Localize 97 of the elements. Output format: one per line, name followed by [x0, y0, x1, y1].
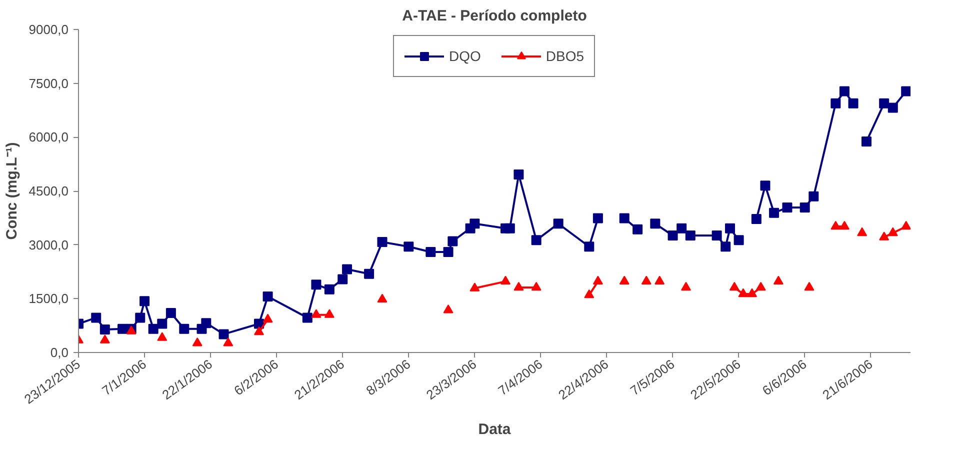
point: [157, 318, 168, 329]
point: [830, 220, 841, 230]
point: [377, 236, 388, 247]
point: [91, 312, 102, 323]
point: [262, 292, 273, 302]
point: [879, 98, 890, 108]
point: [592, 276, 603, 285]
point: [426, 247, 436, 258]
point: [668, 230, 678, 240]
point: [254, 326, 264, 336]
point: [100, 334, 110, 344]
point: [769, 208, 780, 218]
point: [223, 337, 234, 346]
point: [443, 304, 454, 314]
point: [729, 282, 740, 291]
point: [712, 230, 722, 240]
point: [839, 220, 850, 230]
point: [404, 242, 414, 252]
point: [848, 98, 858, 108]
point: [377, 294, 388, 302]
point: [888, 227, 898, 236]
point: [901, 86, 910, 96]
point: [680, 282, 691, 291]
point: [311, 309, 322, 318]
point: [135, 312, 146, 323]
point: [760, 180, 770, 191]
point: [725, 223, 736, 234]
point: [514, 169, 524, 180]
point: [619, 213, 630, 224]
y-tick-label: 1500,0: [28, 291, 69, 306]
point: [192, 337, 202, 346]
point: [685, 230, 696, 240]
point: [734, 235, 744, 246]
point: [324, 309, 334, 318]
chart-title: A-TAE - Período completo: [402, 8, 587, 24]
point: [324, 284, 334, 294]
point: [179, 324, 190, 334]
point: [166, 308, 176, 318]
point: [641, 276, 652, 285]
legend-label: DBO5: [546, 48, 584, 64]
point: [531, 235, 542, 246]
point: [584, 289, 594, 298]
point: [553, 218, 564, 229]
point: [738, 288, 748, 298]
point: [888, 102, 898, 113]
point: [338, 274, 348, 284]
point: [901, 220, 910, 230]
point: [857, 227, 868, 236]
point: [262, 314, 273, 323]
point: [504, 223, 515, 234]
y-tick-label: 4500,0: [28, 184, 69, 198]
point: [632, 224, 643, 234]
point: [443, 247, 454, 258]
point: [500, 276, 511, 285]
point: [650, 218, 660, 229]
point: [100, 324, 110, 335]
point: [879, 232, 890, 240]
point: [830, 98, 841, 108]
point: [720, 242, 731, 252]
y-tick-label: 3000,0: [28, 237, 69, 252]
point: [804, 282, 814, 291]
point: [140, 296, 150, 306]
y-tick-label: 9000,0: [28, 22, 69, 37]
point: [148, 324, 158, 334]
x-axis-title: Data: [478, 420, 512, 438]
point: [302, 312, 312, 323]
y-tick-label: 7500,0: [28, 76, 69, 91]
point: [448, 236, 458, 246]
point: [157, 332, 168, 341]
point: [218, 329, 229, 340]
point: [592, 213, 603, 224]
point: [676, 223, 687, 234]
point: [751, 214, 762, 224]
point: [584, 242, 594, 252]
legend-label: DQO: [448, 48, 481, 64]
point: [342, 264, 352, 274]
point: [654, 276, 665, 285]
point: [531, 282, 542, 291]
point: [311, 280, 322, 290]
point: [619, 276, 630, 285]
point: [782, 202, 792, 213]
point: [201, 318, 212, 328]
point: [861, 136, 872, 146]
point: [756, 282, 766, 291]
point: [470, 218, 480, 229]
point: [514, 282, 524, 291]
point: [747, 288, 758, 298]
point: [364, 268, 374, 279]
point: [118, 324, 128, 334]
point: [800, 202, 810, 213]
y-tick-label: 0,0: [50, 345, 69, 360]
point: [839, 86, 850, 96]
point: [773, 276, 784, 285]
point: [808, 191, 819, 202]
point: [470, 282, 480, 292]
y-axis-title: Conc (mg.L⁻¹): [4, 142, 21, 240]
y-tick-label: 6000,0: [28, 130, 69, 145]
